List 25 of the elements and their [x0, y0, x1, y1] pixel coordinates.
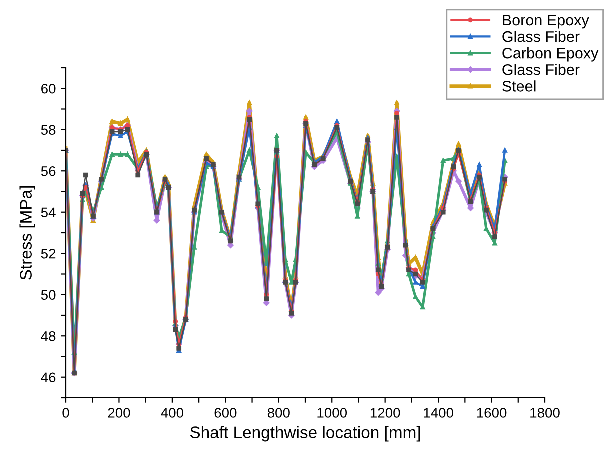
y-tick-label: 48 — [41, 331, 56, 342]
legend-label: Glass Fiber — [502, 31, 580, 42]
x-tick-label: 1200 — [370, 408, 400, 418]
y-tick-label: 54 — [41, 208, 56, 218]
x-tick-label: 400 — [161, 408, 184, 418]
x-tick-label: 1000 — [318, 408, 348, 418]
y-tick-label: 60 — [42, 84, 56, 94]
legend-label: Carbon Epoxy — [502, 48, 599, 62]
legend-label: Boron Epoxy — [503, 15, 590, 29]
y-tick-label: 52 — [41, 248, 56, 259]
legend-label: Glass Fiber — [502, 64, 580, 76]
y-axis-title: Stress [MPa] — [20, 186, 36, 280]
x-tick-label: 1600 — [477, 408, 507, 418]
y-tick-label: 56 — [41, 166, 56, 176]
x-tick-label: 600 — [214, 408, 237, 418]
x-tick-label: 1800 — [530, 408, 560, 418]
x-tick-label: 1400 — [424, 408, 454, 418]
x-tick-label: 200 — [108, 408, 130, 418]
x-tick-label: 0 — [62, 408, 70, 418]
x-axis-title: Shaft Lengthwise location [mm] — [190, 426, 420, 442]
legend-label: Steel — [502, 80, 536, 92]
x-tick-label: 800 — [268, 408, 290, 418]
y-tick-label: 50 — [41, 290, 56, 300]
y-tick-label: 58 — [41, 125, 56, 136]
y-tick-label: 46 — [41, 372, 56, 383]
